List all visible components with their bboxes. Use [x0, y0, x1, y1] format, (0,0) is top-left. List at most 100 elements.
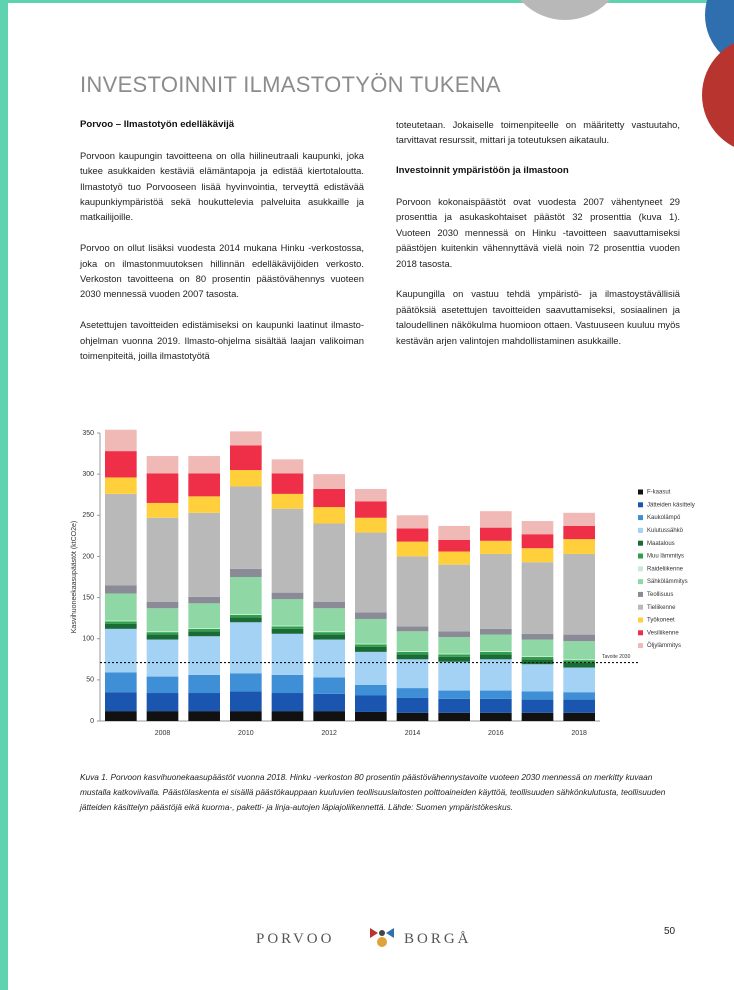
bar-segment: [480, 511, 512, 527]
bar-segment: [105, 692, 137, 711]
bar-segment: [563, 526, 595, 539]
legend-swatch: [638, 528, 643, 533]
bar-segment: [522, 562, 554, 634]
bar-segment: [105, 430, 137, 451]
bar-segment: [522, 700, 554, 713]
x-tick-label: 2008: [155, 730, 171, 737]
bar-segment: [438, 551, 470, 564]
paragraph: Asetettujen tavoitteiden edistämiseksi o…: [80, 317, 364, 363]
y-tick-label: 100: [82, 636, 94, 643]
top-stripe: [0, 0, 734, 3]
bar-segment: [147, 518, 179, 602]
bar-segment: [313, 640, 345, 678]
bar-segment: [105, 477, 137, 493]
section-heading: Investoinnit ympäristöön ja ilmastoon: [396, 163, 680, 178]
legend-swatch: [638, 643, 643, 648]
bar-segment: [313, 631, 345, 632]
bar-segment: [522, 640, 554, 656]
bar-segment: [147, 677, 179, 693]
bar-segment: [355, 685, 387, 696]
bar-segment: [355, 501, 387, 517]
bar-segment: [480, 651, 512, 652]
bar-segment: [313, 711, 345, 721]
bar-segment: [147, 503, 179, 518]
bar-segment: [272, 629, 304, 634]
bar-segment: [522, 534, 554, 548]
bar-segment: [105, 621, 137, 622]
paragraph: Kaupungilla on vastuu tehdä ympäristö- j…: [396, 286, 680, 348]
logo-icon: [364, 922, 400, 952]
bar-segment: [438, 637, 470, 653]
bar-segment: [230, 486, 262, 568]
legend-label: Kulutussähkö: [647, 528, 684, 534]
bar-segment: [438, 662, 470, 691]
bar-segment: [355, 695, 387, 711]
bar-segment: [313, 632, 345, 634]
bar-segment: [105, 629, 137, 673]
bar-segment: [272, 693, 304, 711]
legend-label: Jätteiden käsittely: [647, 502, 695, 508]
legend-swatch: [638, 618, 643, 623]
bar-segment: [188, 693, 220, 711]
bar-segment: [355, 533, 387, 613]
paragraph: toteutetaan. Jokaiselle toimenpiteelle o…: [396, 117, 680, 148]
bar-segment: [272, 626, 304, 627]
logo-text: PORVOO: [256, 931, 334, 948]
bar-segment: [438, 631, 470, 637]
bar-segment: [480, 541, 512, 554]
bar-segment: [522, 548, 554, 562]
bar-segment: [480, 554, 512, 629]
paragraph: Porvoon kaupungin tavoitteena on olla hi…: [80, 148, 364, 225]
bar-segment: [147, 602, 179, 609]
bar-segment: [480, 652, 512, 654]
legend-label: Vesiliikenne: [647, 630, 679, 636]
bar-segment: [355, 644, 387, 645]
bar-segment: [230, 622, 262, 673]
legend-label: Muu lämmitys: [647, 554, 684, 560]
right-column: toteutetaan. Jokaiselle toimenpiteelle o…: [396, 117, 680, 363]
bar-segment: [147, 456, 179, 473]
legend-swatch: [638, 605, 643, 610]
bar-segment: [563, 635, 595, 642]
bar-segment: [188, 456, 220, 473]
bar-segment: [272, 634, 304, 675]
bar-segment: [188, 628, 220, 629]
bar-segment: [563, 692, 595, 699]
figure-caption: Kuva 1. Porvoon kasvihuonekaasupäästöt v…: [80, 770, 680, 815]
y-tick-label: 50: [86, 677, 94, 684]
bar-segment: [522, 657, 554, 659]
bar-segment: [397, 659, 429, 688]
bar-segment: [147, 631, 179, 632]
bar-segment: [522, 521, 554, 534]
bar-segment: [147, 473, 179, 503]
legend-swatch: [638, 554, 643, 559]
bar-segment: [105, 593, 137, 620]
bar-segment: [272, 599, 304, 625]
bar-segment: [355, 619, 387, 644]
bar-segment: [563, 700, 595, 713]
bar-segment: [480, 713, 512, 721]
bar-segment: [313, 608, 345, 631]
bar-segment: [147, 693, 179, 711]
bar-segment: [230, 470, 262, 486]
bar-segment: [355, 647, 387, 652]
bar-segment: [397, 626, 429, 631]
bar-segment: [313, 635, 345, 640]
legend-swatch: [638, 502, 643, 507]
bar-segment: [313, 694, 345, 711]
bar-segment: [105, 711, 137, 721]
bar-segment: [563, 554, 595, 635]
x-tick-label: 2010: [238, 730, 254, 737]
bar-segment: [397, 698, 429, 713]
legend-label: Raideliikenne: [647, 566, 684, 572]
legend-label: Maatalous: [647, 541, 675, 547]
bar-segment: [313, 602, 345, 609]
bar-segment: [438, 657, 470, 662]
legend-swatch: [638, 515, 643, 520]
bar-segment: [188, 473, 220, 496]
bar-segment: [480, 654, 512, 659]
bar-segment: [563, 663, 595, 668]
bar-segment: [188, 675, 220, 693]
bar-segment: [397, 542, 429, 557]
bar-segment: [522, 659, 554, 664]
